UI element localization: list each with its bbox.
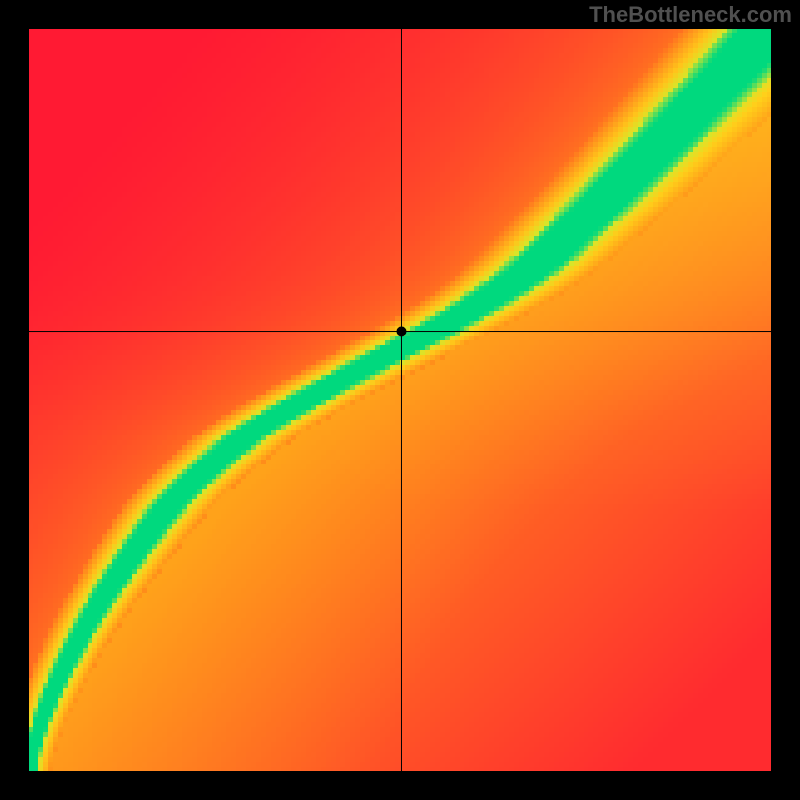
watermark-text: TheBottleneck.com: [589, 2, 792, 28]
chart-container: TheBottleneck.com: [0, 0, 800, 800]
bottleneck-heatmap: [0, 0, 800, 800]
